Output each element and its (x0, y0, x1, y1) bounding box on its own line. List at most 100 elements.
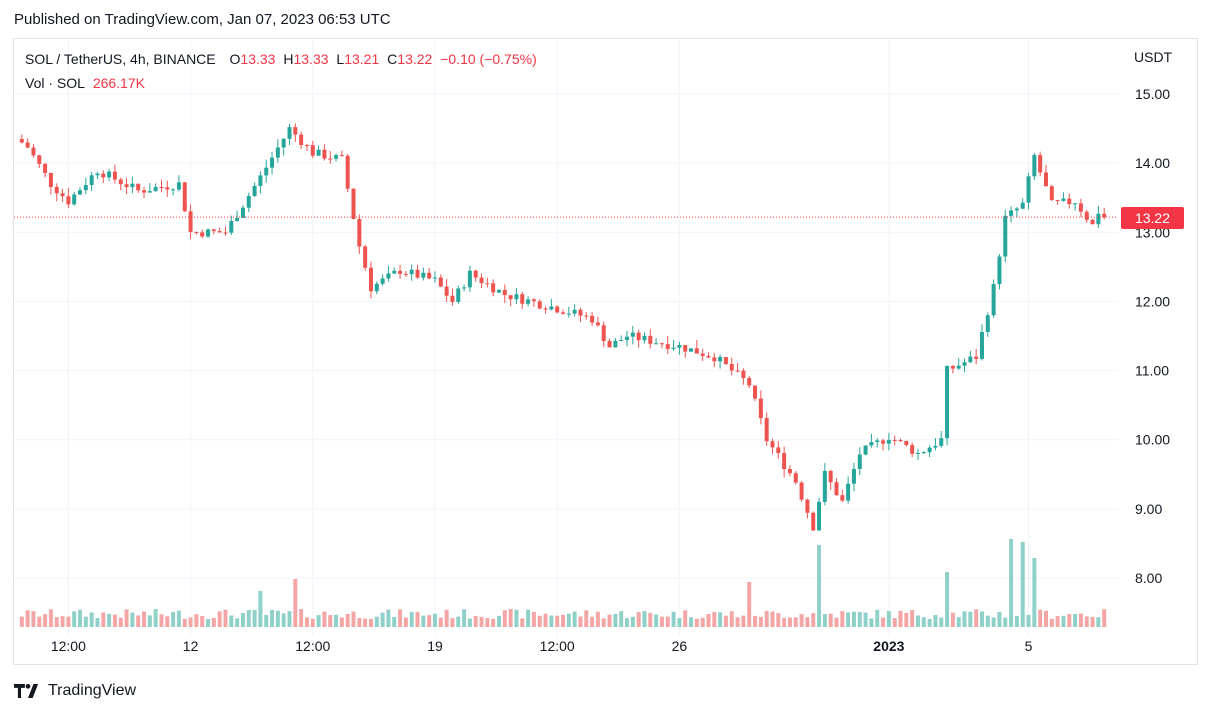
candle-body (828, 470, 833, 483)
volume-bar (432, 613, 437, 627)
candle-body (293, 127, 298, 135)
candle-body (31, 147, 36, 156)
volume-bar (252, 610, 257, 627)
volume-bar (25, 610, 30, 627)
candle-body (735, 370, 740, 372)
volume-bar (764, 610, 769, 627)
candle-body (689, 348, 694, 352)
symbol-label[interactable]: SOL / TetherUS, 4h, BINANCE (25, 51, 216, 67)
candle (229, 215, 234, 235)
candle-body (531, 299, 536, 302)
candle (194, 231, 199, 235)
volume-bar (805, 617, 810, 627)
volume-bar (421, 615, 426, 627)
candle-body (659, 343, 664, 345)
candle (718, 354, 723, 369)
candle-body (206, 229, 211, 237)
candle-body (595, 322, 600, 326)
candle (322, 144, 327, 161)
candle-body (700, 353, 705, 356)
candle-body (747, 378, 752, 386)
volume-bar (1003, 617, 1008, 627)
candle-body (258, 175, 263, 186)
candle (729, 357, 734, 376)
volume-bar (828, 613, 833, 627)
candle-body (1049, 186, 1054, 201)
tradingview-brand[interactable]: TradingView (14, 681, 136, 701)
candle-body (223, 232, 228, 234)
candle (904, 440, 909, 447)
candle-body (328, 158, 333, 160)
candle (112, 164, 117, 184)
candle (578, 307, 583, 323)
volume-bar (287, 611, 292, 627)
volume-bar (578, 616, 583, 627)
candle-body (165, 187, 170, 190)
volume-bar (502, 610, 507, 627)
candle (427, 268, 432, 280)
candle (706, 351, 711, 359)
candle (787, 465, 792, 477)
candle (770, 438, 775, 455)
volume-bar (194, 614, 199, 627)
candle (281, 138, 286, 156)
candle (66, 188, 71, 209)
volume-bar (112, 614, 117, 627)
candle (101, 170, 106, 184)
axes: 15.0014.0013.0012.0011.0010.009.008.0012… (14, 86, 1170, 654)
candle (246, 192, 251, 213)
candle (19, 134, 24, 144)
candle (834, 478, 839, 496)
volume-bar (898, 610, 903, 627)
volume-bar (968, 611, 973, 627)
x-tick-label: 12:00 (51, 638, 86, 654)
candle-body (159, 187, 164, 189)
x-tick-label: 26 (672, 638, 688, 654)
volume-bar (747, 582, 752, 627)
volume-bar (165, 616, 170, 627)
volume-bar (78, 609, 83, 627)
candle (979, 324, 984, 361)
candle (496, 289, 501, 294)
candle (945, 365, 950, 446)
candle (886, 432, 891, 451)
candle (438, 274, 443, 288)
volume-bar (130, 612, 135, 627)
candle (584, 312, 589, 320)
candle-body (107, 171, 112, 178)
volume-bar (613, 614, 618, 627)
candle (485, 277, 490, 288)
candle (107, 168, 112, 182)
candle (380, 274, 385, 286)
volume-bar (776, 613, 781, 627)
candle-body (997, 256, 1002, 285)
volume-bar (235, 618, 240, 627)
candle (421, 267, 426, 281)
volume-bar (782, 617, 787, 627)
candle-body (351, 188, 356, 219)
candle (1084, 209, 1089, 223)
candle-body (496, 289, 501, 293)
volume-bar (665, 616, 670, 627)
candle-body (863, 445, 868, 455)
candle-body (939, 438, 944, 446)
volume-bar (590, 616, 595, 627)
volume-bar (374, 616, 379, 627)
volume-bar (811, 613, 816, 627)
candle-body (101, 173, 106, 178)
candle-body (514, 294, 519, 300)
candle-body (601, 325, 606, 341)
volume-bar (217, 611, 222, 627)
candle-body (147, 191, 152, 193)
candle-body (857, 454, 862, 469)
volume-label[interactable]: Vol · SOL (25, 75, 85, 91)
candle (648, 329, 653, 349)
volume-bar (636, 612, 641, 627)
candle-body (718, 357, 723, 362)
candle-body (502, 289, 507, 296)
candle (642, 332, 647, 344)
candle (374, 281, 379, 295)
candle (479, 273, 484, 288)
candle (43, 162, 48, 178)
